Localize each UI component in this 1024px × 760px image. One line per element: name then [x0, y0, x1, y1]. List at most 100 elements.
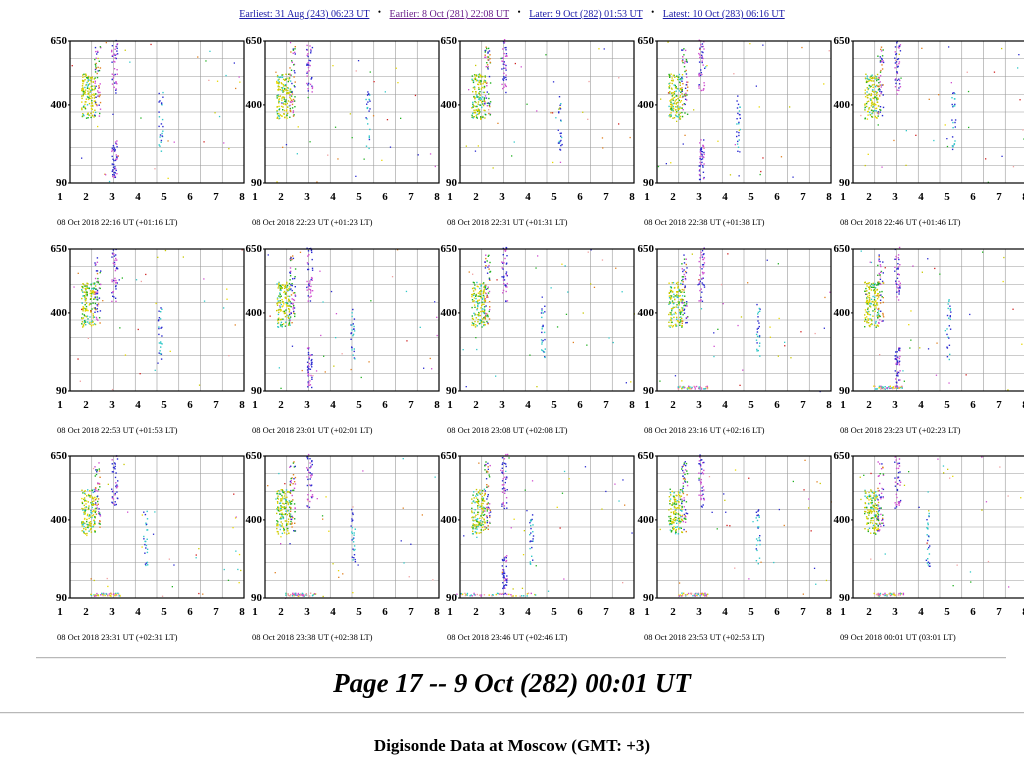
- ionogram-panel: 650 400 90 1 2 3 4 5 6 7 8 08 Oct 2018 23:23 UT (+0…: [828, 241, 1024, 451]
- plot-grid: [657, 456, 831, 598]
- y-tick-label: 650: [441, 450, 458, 462]
- x-tick-label: 2: [278, 399, 284, 411]
- x-tick-label: 2: [473, 191, 479, 203]
- plot-grid: [265, 249, 439, 391]
- echo-traces: [465, 39, 631, 169]
- x-tick-label: 1: [644, 191, 650, 203]
- y-tick-label: 400: [246, 307, 263, 319]
- x-tick-label: 4: [330, 399, 336, 411]
- y-tick-label: 400: [441, 99, 458, 111]
- x-tick-label: 7: [213, 191, 219, 203]
- panel-caption: 08 Oct 2018 23:38 UT (+02:38 LT): [252, 632, 373, 642]
- ionogram-panel: 650 400 90 1 2 3 4 5 6 7 8 08 Oct 2018 22:53 UT (+0…: [45, 241, 246, 451]
- x-tick-label: 6: [382, 191, 388, 203]
- x-tick-label: 1: [57, 191, 63, 203]
- x-tick-label: 4: [525, 191, 531, 203]
- x-tick-label: 8: [629, 191, 635, 203]
- x-tick-label: 5: [551, 191, 557, 203]
- plot-grid: [70, 41, 244, 183]
- x-tick-label: 8: [239, 191, 245, 203]
- x-tick-label: 3: [304, 399, 310, 411]
- x-tick-label: 6: [970, 606, 976, 618]
- plot-frame: [69, 455, 245, 599]
- x-tick-label: 5: [944, 191, 950, 203]
- x-tick-label: 5: [161, 399, 167, 411]
- x-tick-label: 6: [577, 191, 583, 203]
- panel-caption: 08 Oct 2018 22:46 UT (+01:46 LT): [840, 217, 961, 227]
- y-tick-label: 400: [51, 307, 68, 319]
- x-tick-label: 4: [918, 399, 924, 411]
- x-tick-label: 5: [551, 399, 557, 411]
- y-tick-label: 400: [638, 99, 655, 111]
- x-tick-label: 7: [800, 399, 806, 411]
- y-tick-label: 650: [834, 450, 851, 462]
- x-tick-label: 3: [499, 399, 505, 411]
- ionogram-plot: 650 400 90 1 2 3 4 5 6 7 8: [246, 243, 441, 411]
- y-tick-label: 400: [51, 514, 68, 526]
- x-tick-label: 8: [826, 399, 832, 411]
- ionogram-panel: 650 400 90 1 2 3 4 5 6 7 8 08 Oct 2018 23:31 UT (+0…: [45, 448, 246, 658]
- panel-caption: 08 Oct 2018 22:53 UT (+01:53 LT): [57, 425, 178, 435]
- x-tick-label: 8: [434, 191, 440, 203]
- ionogram-panel: 650 400 90 1 2 3 4 5 6 7 8 08 Oct 2018 23:38 UT (+0…: [240, 448, 441, 658]
- y-tick-label: 400: [834, 307, 851, 319]
- x-tick-label: 1: [447, 606, 453, 618]
- x-tick-label: 7: [996, 606, 1002, 618]
- x-tick-label: 2: [670, 606, 676, 618]
- plot-frame: [656, 248, 832, 392]
- ionogram-plot: 650 400 90 1 2 3 4 5 6 7 8: [441, 35, 636, 203]
- panel-caption: 08 Oct 2018 22:16 UT (+01:16 LT): [57, 217, 178, 227]
- y-tick-label: 400: [834, 514, 851, 526]
- y-tick-label: 650: [834, 243, 851, 255]
- plot-frame: [459, 248, 635, 392]
- x-tick-label: 1: [447, 399, 453, 411]
- x-tick-label: 1: [57, 606, 63, 618]
- x-tick-label: 8: [1022, 399, 1024, 411]
- panel-caption: 08 Oct 2018 23:31 UT (+02:31 LT): [57, 632, 178, 642]
- x-tick-label: 5: [356, 399, 362, 411]
- echo-traces: [455, 453, 633, 597]
- x-tick-label: 6: [774, 191, 780, 203]
- earlier-link[interactable]: Earlier: 8 Oct (281) 22:08 UT: [389, 9, 510, 20]
- ionogram-panel: 650 400 90 1 2 3 4 5 6 7 8 08 Oct 2018 22:16 UT (+0…: [45, 33, 246, 243]
- y-tick-label: 90: [56, 592, 68, 604]
- later-link[interactable]: Later: 9 Oct (282) 01:53 UT: [529, 9, 643, 20]
- y-tick-label: 90: [839, 177, 851, 189]
- earliest-link[interactable]: Earliest: 31 Aug (243) 06:23 UT: [239, 9, 370, 20]
- x-tick-label: 3: [696, 399, 702, 411]
- x-tick-label: 2: [473, 399, 479, 411]
- x-tick-label: 4: [918, 191, 924, 203]
- x-tick-label: 3: [696, 191, 702, 203]
- x-tick-label: 3: [304, 191, 310, 203]
- y-tick-label: 650: [638, 243, 655, 255]
- x-tick-label: 8: [434, 606, 440, 618]
- latest-link[interactable]: Latest: 10 Oct (283) 06:16 UT: [662, 9, 785, 20]
- plot-grid: [853, 249, 1024, 391]
- y-tick-label: 650: [51, 450, 68, 462]
- x-tick-label: 7: [800, 606, 806, 618]
- plot-grid: [460, 41, 634, 183]
- x-tick-label: 6: [970, 191, 976, 203]
- echo-traces: [267, 453, 436, 599]
- x-tick-label: 4: [330, 191, 336, 203]
- x-tick-label: 4: [722, 399, 728, 411]
- y-tick-label: 90: [251, 177, 263, 189]
- x-tick-label: 8: [826, 606, 832, 618]
- plot-frame: [852, 455, 1024, 599]
- y-tick-label: 650: [441, 35, 458, 47]
- echo-traces: [659, 247, 831, 393]
- ionogram-panel: 650 400 90 1 2 3 4 5 6 7 8 08 Oct 2018 22:23 UT (+0…: [240, 33, 441, 243]
- x-tick-label: 5: [551, 606, 557, 618]
- y-tick-label: 90: [446, 592, 458, 604]
- panel-caption: 09 Oct 2018 00:01 UT (03:01 LT): [840, 632, 956, 642]
- x-tick-label: 6: [577, 606, 583, 618]
- x-tick-label: 5: [356, 606, 362, 618]
- echo-traces: [275, 42, 436, 183]
- y-tick-label: 400: [51, 99, 68, 111]
- x-tick-label: 6: [774, 399, 780, 411]
- x-tick-label: 6: [970, 399, 976, 411]
- ionogram-panel: 650 400 90 1 2 3 4 5 6 7 8 08 Oct 2018 23:16 UT (+0…: [632, 241, 833, 451]
- x-tick-label: 1: [840, 191, 846, 203]
- y-tick-label: 400: [638, 514, 655, 526]
- x-tick-label: 5: [748, 399, 754, 411]
